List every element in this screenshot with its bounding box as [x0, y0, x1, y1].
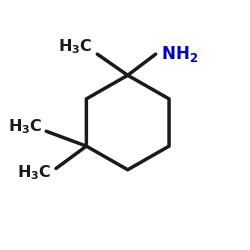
Text: $\mathregular{H_3C}$: $\mathregular{H_3C}$ [58, 37, 92, 56]
Text: $\mathregular{NH_2}$: $\mathregular{NH_2}$ [160, 44, 198, 64]
Text: $\mathregular{H_3C}$: $\mathregular{H_3C}$ [8, 117, 42, 136]
Text: $\mathregular{H_3C}$: $\mathregular{H_3C}$ [16, 163, 51, 182]
